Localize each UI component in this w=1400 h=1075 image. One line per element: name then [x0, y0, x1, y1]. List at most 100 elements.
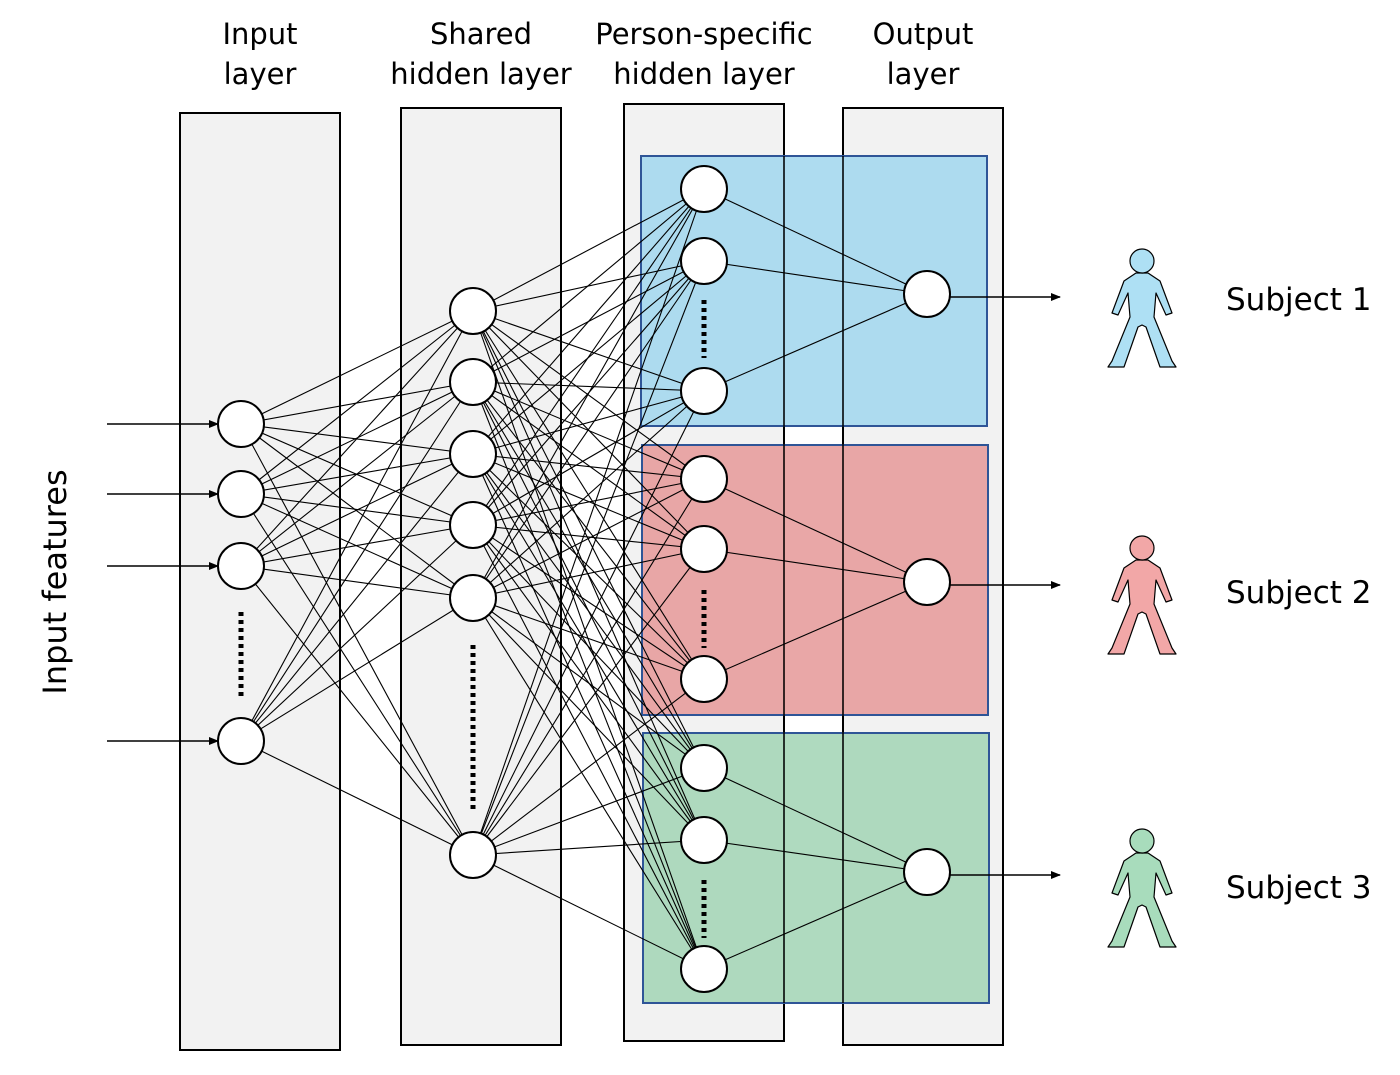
person-layer-title-line1: Person-specific	[595, 17, 813, 51]
shared-layer-title-line2: hidden layer	[390, 57, 572, 91]
shared-person-edge	[472, 453, 705, 480]
shared-person-edge	[472, 390, 705, 856]
person-output-edge	[703, 767, 928, 873]
shared-person-edge	[472, 381, 705, 769]
subject-2-hidden-node	[680, 455, 728, 503]
input-shared-edge	[240, 423, 474, 856]
input-shared-edge	[240, 493, 474, 856]
subject-1-output-node	[903, 270, 951, 318]
shared-person-edge	[472, 597, 705, 680]
shared-person-edge	[472, 310, 705, 392]
shared-person-edge	[472, 597, 705, 769]
person-output-edge	[703, 293, 928, 392]
input-shared-edge	[240, 524, 474, 742]
shared-layer-title-line1: Shared	[430, 17, 532, 51]
input-shared-edge	[240, 310, 474, 495]
shared-person-edge	[472, 524, 705, 769]
subject-1-hidden-node	[680, 237, 728, 285]
input-node	[217, 542, 265, 590]
input-shared-edge	[240, 453, 474, 742]
shared-person-edge	[472, 478, 705, 856]
shared-person-edge	[472, 188, 705, 599]
subject-3-hidden-node	[680, 744, 728, 792]
shared-person-edge	[472, 310, 705, 970]
shared-person-edge	[472, 260, 705, 599]
subject-3-hidden-node	[680, 816, 728, 864]
person-output-edge	[703, 871, 928, 970]
subject-figures	[1107, 248, 1177, 948]
input-shared-edge	[240, 423, 474, 599]
subject-2-label: Subject 2	[1226, 575, 1371, 611]
person-output-edge	[703, 188, 928, 295]
input-shared-edge	[240, 565, 474, 599]
output-arrows	[950, 293, 1061, 879]
shared-person-edge	[472, 453, 705, 769]
subject-3-label: Subject 3	[1226, 870, 1371, 906]
input-shared-edge	[240, 381, 474, 567]
input-shared-edge	[240, 453, 474, 567]
person-output-edge	[703, 548, 928, 583]
shared-person-edge	[472, 310, 705, 480]
shared-person-edge	[472, 381, 705, 480]
shared-person-edge	[472, 597, 705, 970]
input-arrows	[107, 420, 219, 745]
subject-1-person-icon	[1107, 248, 1177, 368]
shared-person-edge	[472, 548, 705, 599]
shared-person-edge	[472, 767, 705, 856]
shared-person-edge	[472, 390, 705, 599]
subject-2-hidden-node	[680, 525, 728, 573]
input-shared-edge	[240, 565, 474, 856]
person-output-edge	[703, 839, 928, 873]
input-features-label: Input features	[36, 469, 74, 694]
person-output-edge	[703, 260, 928, 295]
shared-person-edge	[472, 188, 705, 312]
input-shared-edge	[240, 310, 474, 567]
shared-person-edge	[472, 678, 705, 856]
input-layer-title-line2: layer	[224, 57, 297, 91]
shared-node	[449, 574, 497, 622]
subject-2-output-node	[903, 558, 951, 606]
input-layer-title-line1: Input	[222, 17, 297, 51]
person-output-edge	[703, 478, 928, 583]
shared-person-edge	[472, 839, 705, 856]
input-shared-edge	[240, 310, 474, 425]
subject-3-output-node	[903, 848, 951, 896]
shared-node	[449, 287, 497, 335]
shared-person-edge	[472, 260, 705, 856]
shared-person-edge	[472, 453, 705, 970]
subject-1-label: Subject 1	[1226, 282, 1371, 318]
shared-person-edge	[472, 390, 705, 455]
shared-node	[449, 430, 497, 478]
connections	[240, 188, 928, 970]
shared-node	[449, 358, 497, 406]
input-layer-panel	[179, 112, 341, 1051]
input-node	[217, 717, 265, 765]
input-shared-edge	[240, 524, 474, 567]
shared-node	[449, 501, 497, 549]
shared-person-edge	[472, 188, 705, 455]
shared-person-edge	[472, 478, 705, 599]
subject-2-person-icon	[1107, 535, 1177, 655]
nodes	[217, 165, 951, 993]
shared-person-edge	[472, 524, 705, 970]
shared-person-edge	[472, 188, 705, 856]
shared-person-edge	[472, 548, 705, 856]
input-node	[217, 400, 265, 448]
input-shared-edge	[240, 597, 474, 742]
shared-person-edge	[472, 478, 705, 526]
shared-person-edge	[472, 310, 705, 769]
shared-person-edge	[472, 597, 705, 841]
shared-person-edge	[472, 381, 705, 392]
person-output-edge	[703, 581, 928, 680]
shared-person-edge	[472, 188, 705, 383]
shared-person-edge	[472, 453, 705, 680]
shared-node	[449, 831, 497, 879]
input-shared-edge	[240, 381, 474, 742]
subject-2-hidden-node	[680, 655, 728, 703]
shared-person-edge	[472, 381, 705, 680]
shared-person-edge	[472, 390, 705, 526]
person-layer-title-line2: hidden layer	[613, 57, 795, 91]
shared-person-edge	[472, 188, 705, 526]
input-node	[217, 470, 265, 518]
